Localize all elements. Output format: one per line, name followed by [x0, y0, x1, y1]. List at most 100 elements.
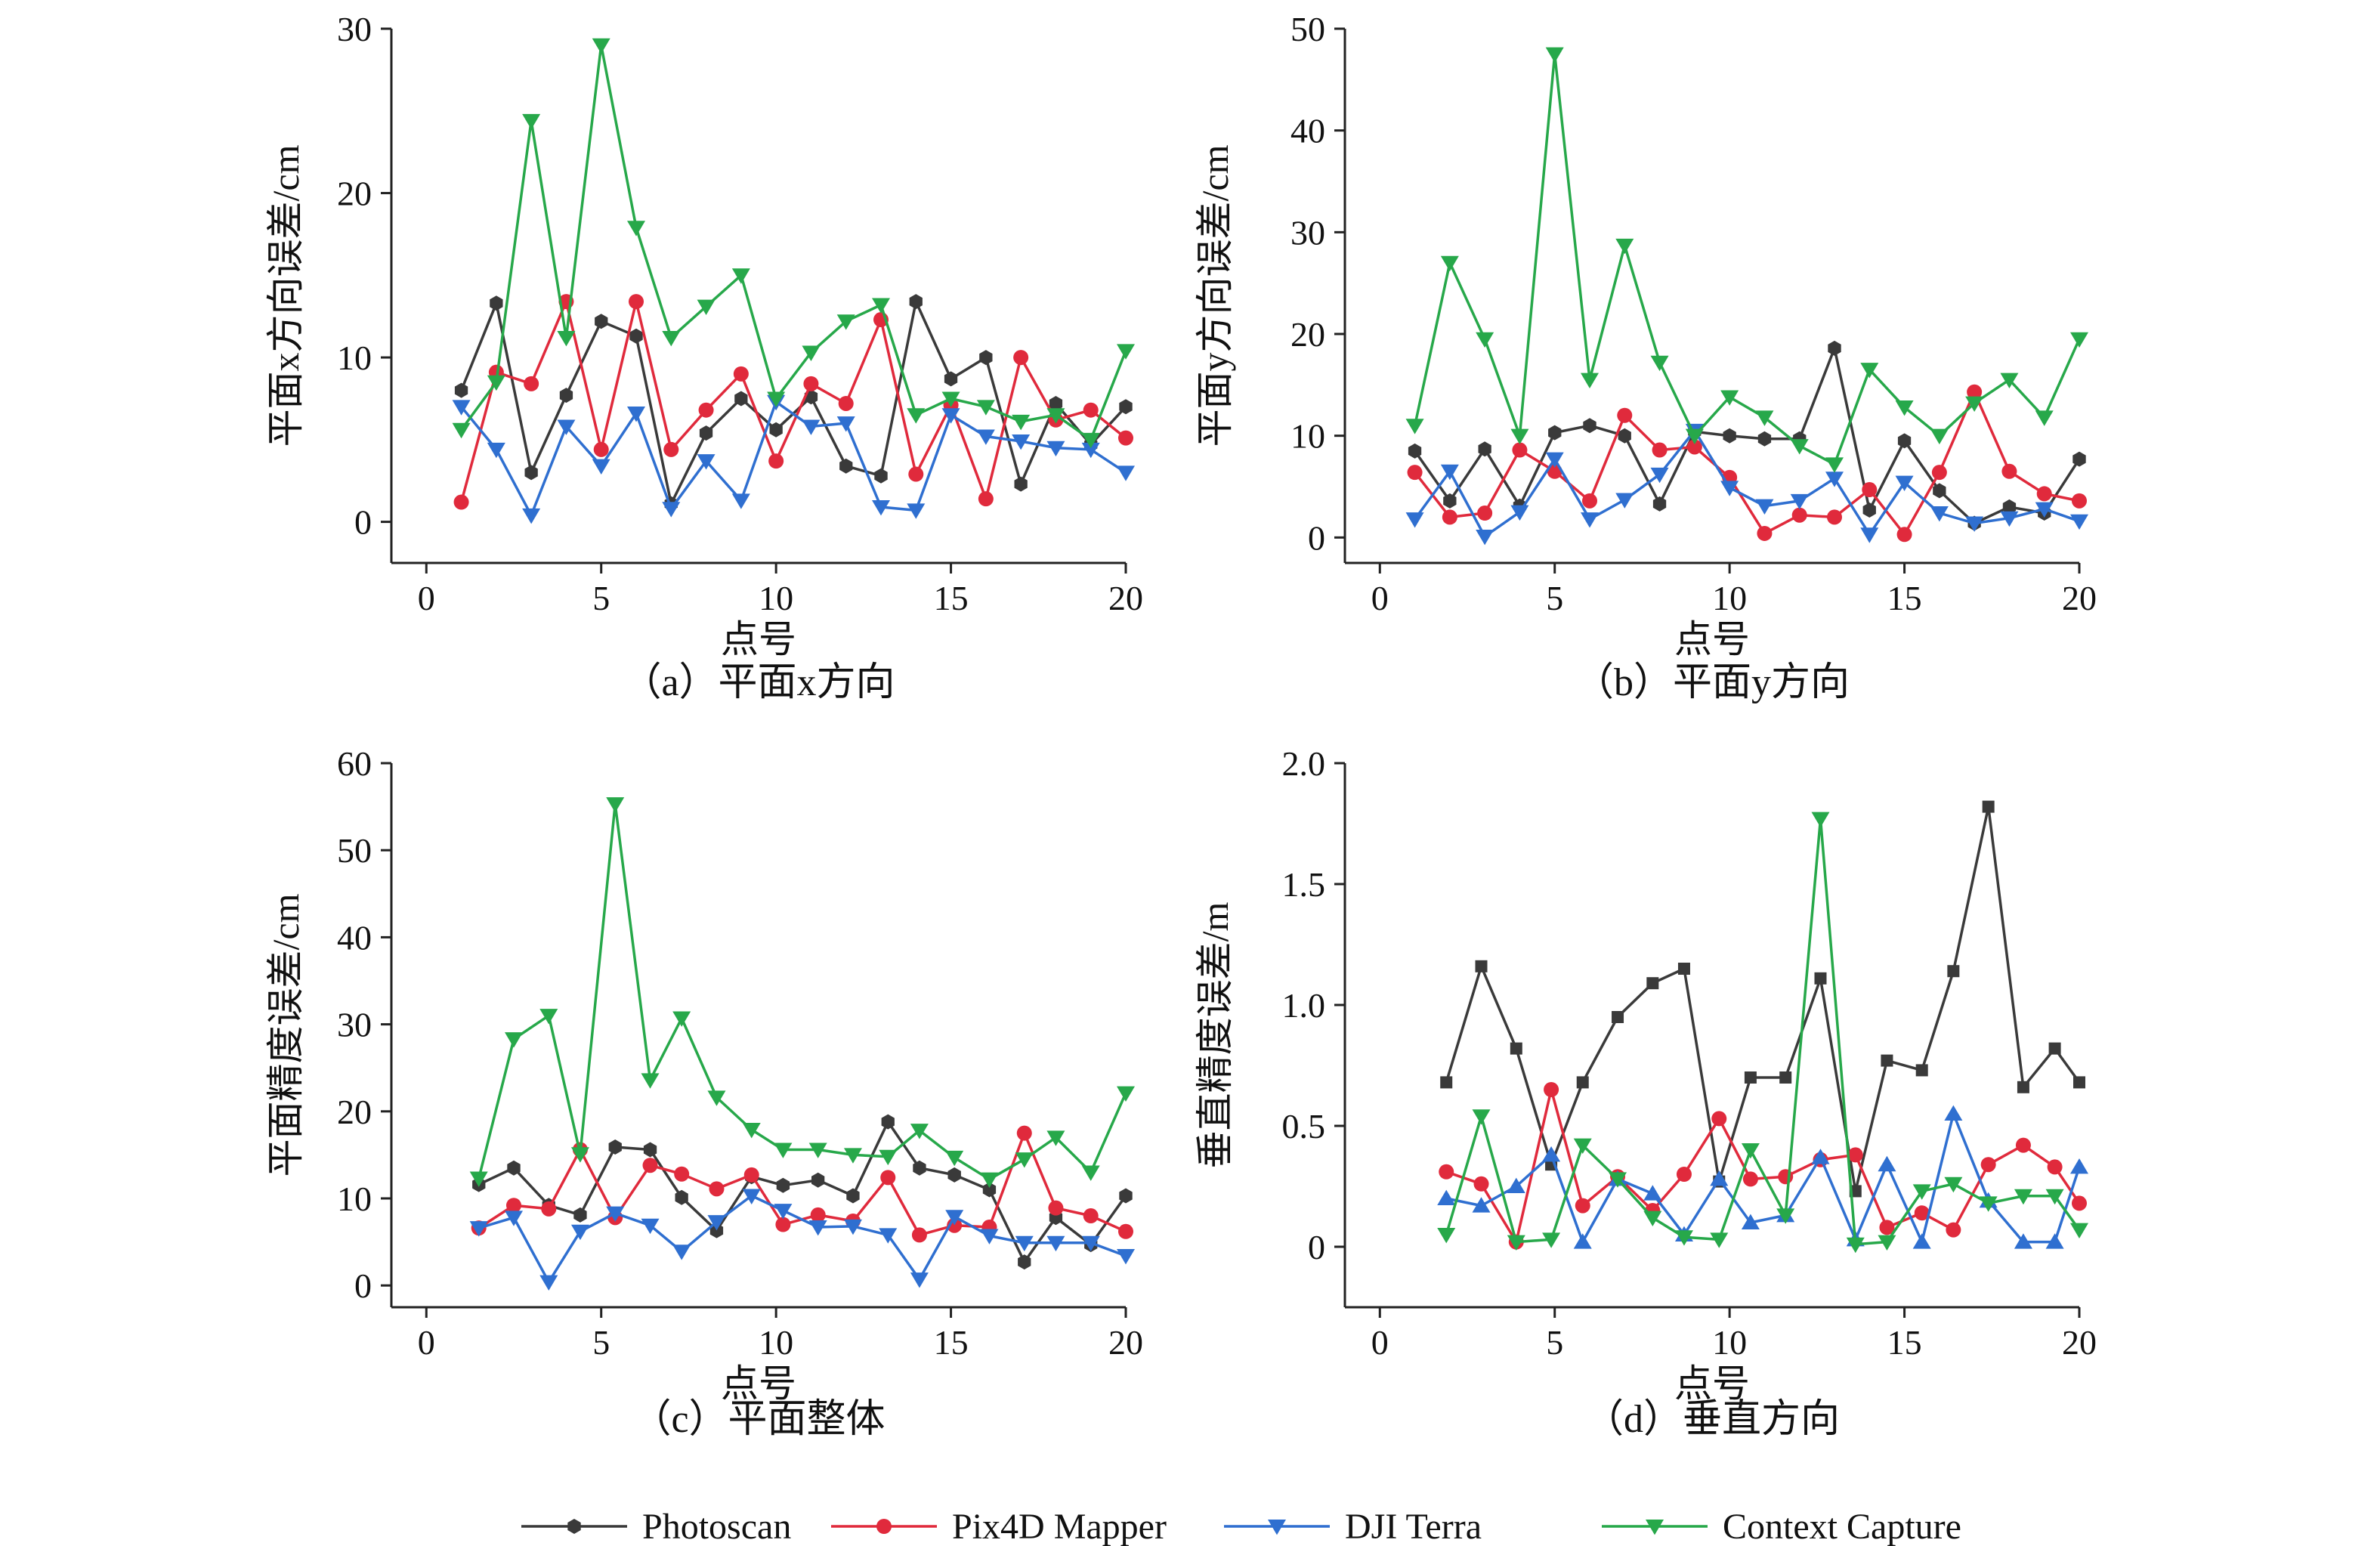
data-point-context-capture — [1117, 1086, 1135, 1102]
legend-marker — [567, 1519, 581, 1534]
y-tick-label: 0.5 — [1282, 1107, 1326, 1146]
data-point-pix4d-mapper — [2015, 1137, 2031, 1153]
data-point-context-capture — [1710, 1232, 1729, 1248]
y-tick-label: 0 — [354, 503, 372, 542]
data-point-pix4d-mapper — [1083, 1208, 1099, 1224]
data-point-context-capture — [941, 391, 960, 407]
chart-panel-a: 0 5 10 15 20 0 10 20 30 点号 平面x方向误差/cm （a）平面x方向 — [264, 10, 1143, 704]
data-point-pix4d-mapper — [2001, 463, 2017, 479]
data-point-photoscan — [1443, 493, 1457, 509]
data-point-dji-terra — [808, 1220, 827, 1236]
data-point-pix4d-mapper — [1118, 1223, 1133, 1239]
data-point-pix4d-mapper — [1676, 1167, 1692, 1182]
data-point-context-capture — [1615, 238, 1634, 255]
data-point-context-capture — [836, 314, 855, 330]
data-point-dji-terra — [1510, 505, 1529, 521]
data-point-context-capture — [1117, 344, 1135, 360]
data-point-dji-terra — [1081, 442, 1100, 459]
data-point-pix4d-mapper — [2072, 1195, 2087, 1211]
y-tick-label: 0 — [1308, 518, 1325, 557]
data-point-photoscan — [909, 294, 923, 310]
series-line-pix4d-mapper — [459, 300, 1127, 502]
data-point-dji-terra — [487, 442, 505, 459]
data-point-pix4d-mapper — [1914, 1205, 1930, 1221]
data-point-pix4d-mapper — [911, 1227, 927, 1243]
data-point-context-capture — [2000, 373, 2019, 388]
x-tick-label: 20 — [1108, 1323, 1143, 1362]
data-point-context-capture — [1581, 373, 1599, 388]
data-point-context-capture — [627, 221, 645, 237]
data-point-pix4d-mapper — [2036, 486, 2052, 502]
data-point-dji-terra — [843, 1219, 862, 1235]
data-point-context-capture — [539, 1009, 558, 1025]
data-point-pix4d-mapper — [1477, 506, 1493, 521]
data-point-pix4d-mapper — [1711, 1111, 1727, 1127]
x-tick-label: 10 — [1712, 1323, 1747, 1362]
data-point-pix4d-mapper — [1847, 1147, 1863, 1163]
data-point-photoscan — [1744, 1071, 1757, 1084]
data-point-pix4d-mapper — [1980, 1157, 1996, 1173]
data-point-pix4d-mapper — [1686, 439, 1702, 455]
data-point-pix4d-mapper — [1473, 1176, 1489, 1192]
data-point-dji-terra — [872, 500, 890, 516]
series-line-dji-terra — [1445, 1112, 2081, 1244]
data-point-context-capture — [1755, 410, 1774, 426]
data-point-photoscan — [1618, 428, 1631, 444]
data-point-pix4d-mapper — [1778, 1169, 1794, 1185]
data-point-photoscan — [2002, 499, 2017, 515]
data-point-context-capture — [767, 391, 786, 407]
data-point-pix4d-mapper — [1757, 525, 1773, 541]
series-line-photoscan — [1445, 805, 2081, 1193]
data-point-pix4d-mapper — [1048, 1200, 1064, 1216]
x-tick-label: 20 — [2062, 1323, 2097, 1362]
data-point-pix4d-mapper — [1652, 442, 1668, 458]
data-point-dji-terra — [505, 1211, 523, 1226]
data-point-context-capture — [1650, 355, 1669, 372]
data-point-pix4d-mapper — [838, 395, 854, 411]
data-point-photoscan — [874, 468, 888, 484]
data-point-dji-terra — [2070, 1158, 2088, 1174]
data-point-photoscan — [2017, 1081, 2029, 1093]
data-point-context-capture — [1015, 1152, 1034, 1168]
y-tick-label: 50 — [1290, 10, 1325, 48]
y-tick-label: 40 — [1290, 112, 1325, 150]
data-point-dji-terra — [976, 429, 995, 445]
data-point-dji-terra — [1507, 1177, 1525, 1193]
series-line-context-capture — [478, 802, 1127, 1181]
data-point-pix4d-mapper — [908, 466, 924, 482]
x-tick-label: 0 — [418, 1323, 435, 1362]
data-point-pix4d-mapper — [733, 366, 749, 382]
x-tick-label: 0 — [418, 579, 435, 617]
data-point-photoscan — [1440, 1076, 1453, 1089]
data-point-context-capture — [662, 330, 681, 347]
x-tick-label: 15 — [1887, 579, 1922, 617]
data-point-context-capture — [1437, 1228, 1456, 1244]
data-point-dji-terra — [907, 503, 926, 519]
data-point-dji-terra — [707, 1215, 726, 1231]
data-point-dji-terra — [1545, 452, 1564, 468]
data-point-dji-terra — [452, 400, 471, 416]
data-point-context-capture — [980, 1172, 999, 1189]
data-point-dji-terra — [1741, 1214, 1760, 1229]
data-point-photoscan — [2073, 1076, 2085, 1089]
data-point-pix4d-mapper — [593, 441, 609, 457]
data-point-context-capture — [774, 1142, 793, 1158]
data-point-context-capture — [1930, 428, 1949, 445]
y-tick-label: 10 — [337, 339, 372, 377]
data-point-dji-terra — [469, 1221, 488, 1237]
data-point-photoscan — [1723, 428, 1736, 444]
data-point-dji-terra — [662, 502, 681, 518]
data-point-dji-terra — [1081, 1235, 1100, 1252]
data-point-photoscan — [769, 422, 783, 438]
data-point-photoscan — [643, 1142, 657, 1158]
x-tick-label: 15 — [934, 579, 969, 617]
series-line-context-capture — [1413, 52, 2081, 466]
data-point-context-capture — [907, 408, 926, 424]
x-tick-label: 10 — [759, 1323, 793, 1362]
y-axis-title: 垂直精度误差/m — [1194, 902, 1236, 1169]
y-axis-title: 平面x方向误差/cm — [264, 144, 307, 447]
data-point-photoscan — [1548, 425, 1562, 441]
data-point-dji-terra — [945, 1210, 964, 1226]
data-point-context-capture — [731, 268, 750, 284]
data-point-photoscan — [1779, 1071, 1792, 1084]
